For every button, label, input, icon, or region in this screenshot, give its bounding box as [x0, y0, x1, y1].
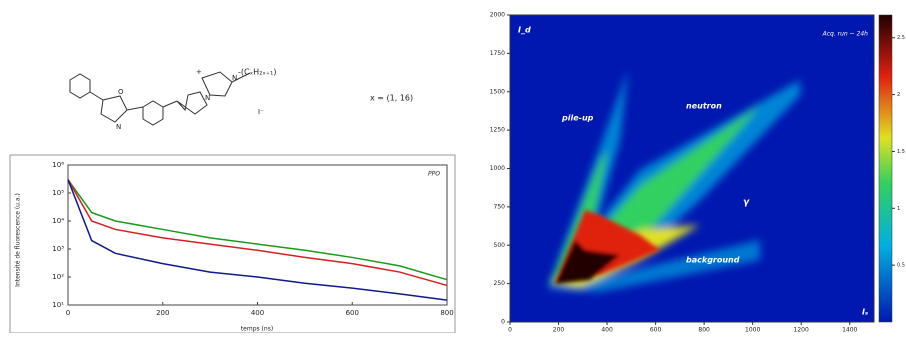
- x-tick-label: 200: [156, 309, 169, 317]
- colorbar-tick-label: 1.5: [897, 149, 905, 155]
- legend-label: PPO: [428, 171, 440, 178]
- atom-label: N: [116, 123, 121, 131]
- colorbar: [878, 14, 893, 323]
- series-line: [67, 179, 448, 281]
- density-image: [510, 15, 874, 322]
- y-tick-label: 10¹: [52, 301, 64, 309]
- y-tick-label: 0: [501, 319, 505, 326]
- y-tick-label: 750: [494, 203, 506, 210]
- annotation: Acq. run ~ 24h: [822, 31, 869, 38]
- y-tick-label: 10⁵: [52, 189, 64, 197]
- x-tick-label: 800: [440, 309, 453, 317]
- colorbar-tick-label: 2: [897, 92, 900, 98]
- x-tick-label: 0: [508, 327, 512, 334]
- y-tick-label: 10⁶: [52, 161, 64, 169]
- y-tick-label: 10⁴: [52, 217, 64, 225]
- y-tick-label: 1000: [490, 165, 505, 172]
- atom-label: N: [205, 94, 210, 102]
- y-tick-label: 10³: [52, 245, 64, 253]
- region-label: neutron: [686, 102, 722, 111]
- y-tick-label: 1250: [490, 127, 505, 134]
- x-tick-label: 600: [346, 309, 359, 317]
- x-tick-label: 200: [553, 327, 565, 334]
- x-tick-label: 600: [650, 327, 662, 334]
- x-tick-label: 1400: [842, 327, 857, 334]
- x-tick-label: 1000: [745, 327, 760, 334]
- y-tick-label: 500: [494, 242, 506, 249]
- series-line: [67, 179, 448, 301]
- x-tick-label: 0: [66, 309, 70, 317]
- x-axis-label: temps (ns): [241, 326, 273, 333]
- series-line: [67, 179, 448, 287]
- atom-label: N: [232, 74, 237, 82]
- x-tick-label: 400: [251, 309, 264, 317]
- x-tick-label: 800: [698, 327, 710, 334]
- y-axis-label: Intensité de fluorescence (u.a.): [15, 193, 22, 287]
- colorbar-tick-label: 2.5: [897, 35, 905, 41]
- colorbar-tick-label: 0.5: [897, 263, 905, 269]
- charge-label: +: [196, 68, 202, 76]
- x-tick-label: 400: [601, 327, 613, 334]
- region-label: pile-up: [561, 114, 594, 123]
- colorbar-tick-label: 1: [897, 206, 900, 212]
- atom-label: O: [118, 88, 124, 96]
- x-axis-label: Iₛ: [862, 308, 868, 317]
- y-tick-label: 1500: [490, 88, 505, 95]
- region-label: background: [686, 256, 740, 265]
- chemical-structure: [69, 71, 251, 126]
- x-tick-label: 1200: [794, 327, 809, 334]
- y-tick-label: 250: [494, 280, 506, 287]
- y-tick-label: 2000: [490, 12, 505, 19]
- counter-ion: I⁻: [258, 108, 264, 116]
- structure-note: x = (1, 16): [370, 94, 413, 103]
- region-label: γ: [743, 198, 750, 208]
- y-tick-label: 1750: [490, 50, 505, 57]
- chain-label: -(CₓH₂ₓ₊₁): [238, 68, 276, 77]
- y-tick-label: 10²: [52, 273, 64, 281]
- plot-area: [67, 164, 448, 306]
- y-axis-label: I_d: [518, 26, 531, 35]
